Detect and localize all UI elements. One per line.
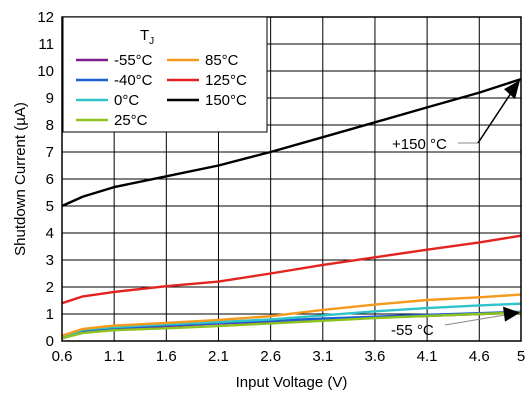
legend-title: TJ: [140, 27, 154, 47]
x-tick-label: 3.1: [312, 348, 333, 365]
legend-label: 0°C: [114, 92, 139, 109]
annotation-neg55-leader: [444, 314, 508, 326]
legend-label: 125°C: [205, 72, 247, 89]
x-tick-label: 2.1: [208, 348, 229, 365]
y-tick-label: 1: [46, 306, 54, 323]
legend: TJ -55°C -40°C 0°C 25°C 85°C 125°C 150°C: [62, 16, 268, 133]
y-tick-label: 10: [37, 63, 54, 80]
x-tick-label: 5: [517, 348, 525, 365]
x-tick-labels: 0.6 1.1 1.6 2.1 2.6 3.1 3.6 4.1 4.6 5: [52, 348, 526, 365]
annotation-150-arrowhead: [504, 80, 520, 100]
series-line-5: [61, 234, 522, 305]
y-tick-label: 4: [46, 225, 54, 242]
plot-frame: [61, 16, 522, 342]
series-layer: [61, 77, 522, 340]
legend-box: [62, 16, 268, 133]
legend-label: -40°C: [114, 72, 153, 89]
x-tick-label: 4.1: [417, 348, 438, 365]
y-tick-label: 6: [46, 171, 54, 188]
y-tick-label: 5: [46, 198, 54, 215]
legend-label: 25°C: [114, 112, 148, 129]
y-axis-title: Shutdown Current (µA): [12, 102, 29, 256]
y-tick-label: 8: [46, 117, 54, 134]
x-tick-label: 4.6: [469, 348, 490, 365]
series-line-3: [61, 311, 522, 340]
annotation-150-arrow: [477, 92, 512, 144]
y-tick-label: 11: [38, 36, 54, 53]
annotation-neg55-label: -55 °C: [391, 322, 434, 339]
annotation-150-label: +150 °C: [392, 136, 447, 153]
legend-items: -55°C -40°C 0°C 25°C 85°C 125°C 150°C: [76, 52, 247, 129]
x-tick-label: 1.1: [104, 348, 125, 365]
y-tick-label: 12: [37, 9, 54, 26]
annotations: +150 °C -55 °C: [391, 80, 520, 339]
y-tick-label: 2: [46, 279, 54, 296]
y-tick-label: 7: [46, 144, 54, 161]
x-tick-label: 0.6: [52, 348, 73, 365]
series-line-6: [61, 77, 522, 208]
legend-label: 85°C: [205, 52, 239, 69]
legend-title-main: T: [140, 27, 149, 44]
x-tick-label: 1.6: [156, 348, 177, 365]
series-line-4: [61, 293, 522, 337]
legend-title-subscript: J: [149, 36, 154, 47]
annotation-neg55-arrowhead: [503, 306, 520, 322]
y-tick-label: 3: [46, 252, 54, 269]
y-tick-label: 9: [46, 90, 54, 107]
x-tick-label: 2.6: [260, 348, 281, 365]
x-axis-title: Input Voltage (V): [236, 374, 348, 391]
x-tick-label: 3.6: [365, 348, 386, 365]
legend-label: -55°C: [114, 52, 153, 69]
y-tick-label: 0: [46, 333, 54, 350]
legend-label: 150°C: [205, 92, 247, 109]
